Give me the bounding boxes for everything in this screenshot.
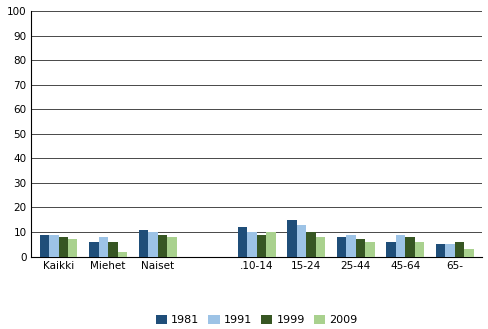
Bar <box>414 242 423 257</box>
Bar <box>158 235 167 257</box>
Bar <box>395 235 405 257</box>
Bar <box>287 220 296 257</box>
Bar <box>256 235 265 257</box>
Bar <box>365 242 374 257</box>
Bar <box>139 230 148 257</box>
Bar <box>99 237 108 257</box>
Bar <box>305 232 315 257</box>
Bar <box>405 237 414 257</box>
Bar <box>386 242 395 257</box>
Bar <box>59 237 68 257</box>
Bar <box>167 237 176 257</box>
Bar <box>49 235 59 257</box>
Bar <box>315 237 325 257</box>
Bar <box>108 242 117 257</box>
Bar <box>40 235 49 257</box>
Bar <box>435 244 445 257</box>
Legend: 1981, 1991, 1999, 2009: 1981, 1991, 1999, 2009 <box>151 311 362 329</box>
Bar <box>238 227 247 257</box>
Bar <box>445 244 454 257</box>
Bar <box>265 232 275 257</box>
Bar <box>148 232 158 257</box>
Bar <box>68 240 77 257</box>
Bar <box>346 235 355 257</box>
Bar <box>296 225 305 257</box>
Bar <box>117 252 127 257</box>
Bar <box>355 240 365 257</box>
Bar <box>247 232 256 257</box>
Bar <box>463 249 473 257</box>
Bar <box>89 242 99 257</box>
Bar <box>336 237 346 257</box>
Bar <box>454 242 463 257</box>
